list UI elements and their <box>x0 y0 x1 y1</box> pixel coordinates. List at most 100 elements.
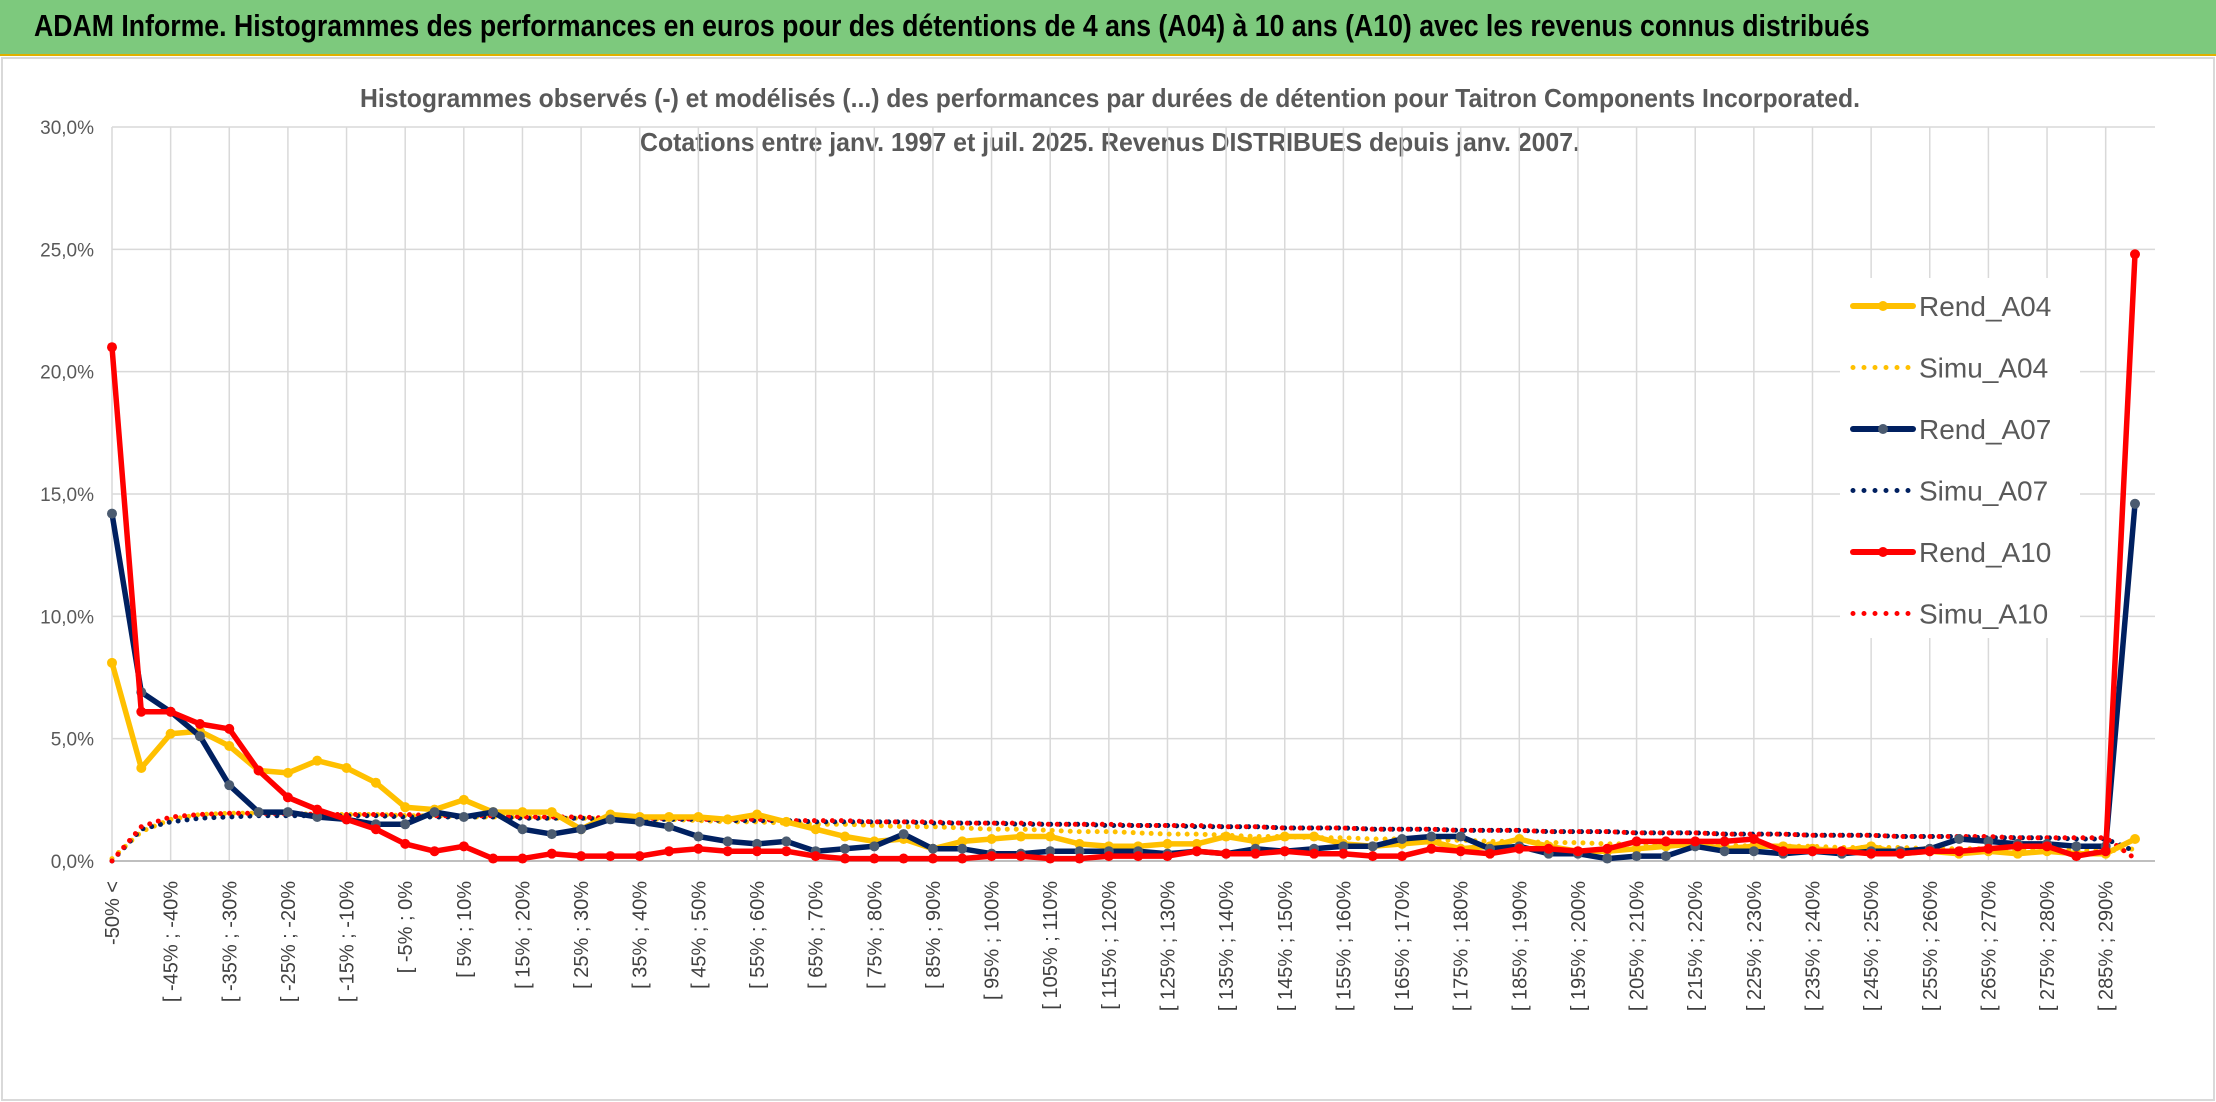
marker <box>194 731 205 742</box>
marker <box>1221 831 1232 842</box>
marker <box>2130 833 2140 844</box>
x-tick-label: [ -35% ; -30% <box>219 881 241 1002</box>
marker <box>546 848 557 859</box>
marker <box>1631 851 1642 862</box>
marker <box>1954 833 1965 844</box>
marker <box>1719 836 1730 847</box>
marker <box>1954 846 1965 857</box>
marker <box>1162 851 1173 862</box>
x-tick-label: [ 95% ; 100% <box>982 881 1004 1000</box>
marker <box>1484 848 1495 859</box>
marker <box>2012 848 2023 859</box>
marker <box>898 829 909 840</box>
marker <box>400 802 411 813</box>
marker <box>1924 846 1935 857</box>
marker <box>1660 851 1671 862</box>
chart-frame <box>1 57 2215 1101</box>
marker <box>1074 838 1085 849</box>
marker <box>1309 831 1320 842</box>
marker <box>1866 848 1877 859</box>
marker <box>1221 848 1232 859</box>
marker <box>370 824 381 835</box>
marker <box>1397 851 1408 862</box>
line <box>109 660 2138 857</box>
x-tick-label: [ 245% ; 250% <box>1861 881 1883 1011</box>
marker <box>810 824 821 835</box>
marker <box>458 794 469 805</box>
legend-marker <box>1878 301 1888 311</box>
legend-label: Rend_A07 <box>1919 414 2051 445</box>
marker <box>693 811 704 822</box>
marker <box>546 807 557 818</box>
marker <box>517 824 528 835</box>
marker <box>2130 498 2140 509</box>
marker <box>1045 853 1056 864</box>
marker <box>224 780 235 791</box>
marker <box>781 836 792 847</box>
marker <box>370 777 381 788</box>
marker <box>1631 836 1642 847</box>
marker <box>810 851 821 862</box>
marker <box>1748 833 1759 844</box>
marker <box>664 811 675 822</box>
marker <box>1807 846 1818 857</box>
marker <box>107 508 117 519</box>
marker <box>312 811 323 822</box>
marker <box>1191 846 1202 857</box>
line <box>109 251 2138 862</box>
x-tick-label: [ 105% ; 110% <box>1040 881 1062 1010</box>
x-tick-label: [ 25% ; 30% <box>571 881 593 989</box>
marker <box>312 755 323 766</box>
marker <box>546 829 557 840</box>
marker <box>752 838 763 849</box>
marker <box>722 814 733 825</box>
legend-label: Rend_A10 <box>1919 537 2051 568</box>
marker <box>1367 841 1378 852</box>
marker <box>1514 833 1525 844</box>
marker <box>869 853 880 864</box>
marker <box>722 846 733 857</box>
marker <box>957 843 968 854</box>
marker <box>1045 846 1056 857</box>
marker <box>136 706 147 717</box>
marker <box>1162 838 1173 849</box>
x-tick-label: [ 135% ; 140% <box>1216 881 1238 1011</box>
marker <box>1191 838 1202 849</box>
x-tick-label: [ 145% ; 150% <box>1275 881 1297 1011</box>
marker <box>1660 836 1671 847</box>
marker <box>1719 846 1730 857</box>
marker <box>2100 846 2111 857</box>
x-tick-label: [ 275% ; 280% <box>2037 881 2059 1011</box>
marker <box>1895 848 1906 859</box>
x-tick-label: [ 255% ; 260% <box>1920 881 1942 1011</box>
x-tick-label: [ 265% ; 270% <box>1978 881 2000 1011</box>
legend-label: Simu_A07 <box>1919 476 2048 507</box>
marker <box>839 831 850 842</box>
marker <box>869 841 880 852</box>
x-tick-label: [ 155% ; 160% <box>1333 881 1355 1011</box>
marker <box>1133 851 1144 862</box>
marker <box>2130 249 2140 260</box>
x-tick-label: [ 165% ; 170% <box>1392 881 1414 1011</box>
marker <box>634 816 645 827</box>
marker <box>664 821 675 832</box>
marker <box>282 767 293 778</box>
marker <box>1338 841 1349 852</box>
header-bar: ADAM Informe. Histogrammes des performan… <box>0 0 2216 56</box>
x-tick-label: [ -15% ; -10% <box>337 881 359 1002</box>
marker <box>986 833 997 844</box>
x-tick-label: [ -45% ; -40% <box>161 881 183 1002</box>
x-tick-label: -50% < <box>102 881 124 945</box>
marker <box>664 846 675 857</box>
marker <box>1279 846 1290 857</box>
marker <box>1397 833 1408 844</box>
marker <box>282 792 293 803</box>
marker <box>576 851 587 862</box>
marker <box>194 718 205 729</box>
marker <box>458 811 469 822</box>
marker <box>1074 846 1085 857</box>
y-tick-label: 25,0% <box>40 240 94 261</box>
marker <box>1748 846 1759 857</box>
x-tick-label: [ 195% ; 200% <box>1568 881 1590 1011</box>
